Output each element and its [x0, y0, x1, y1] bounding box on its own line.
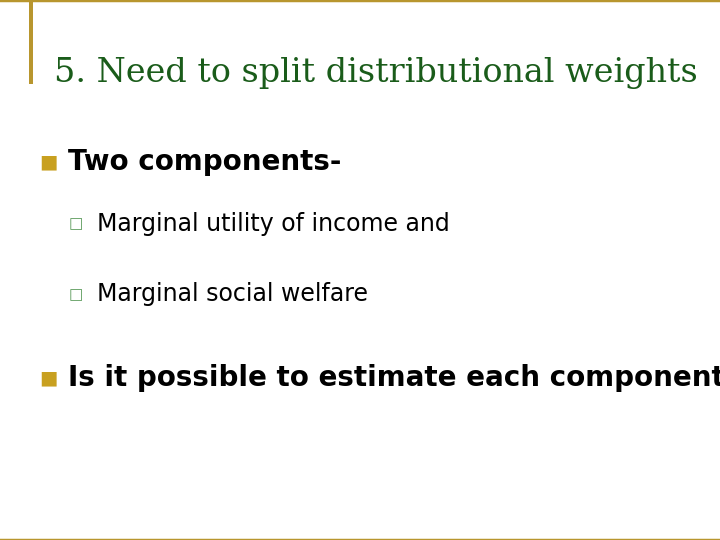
Bar — [29, 0, 33, 84]
Text: Two components-: Two components- — [68, 148, 342, 176]
Text: Is it possible to estimate each component?: Is it possible to estimate each componen… — [68, 364, 720, 392]
Text: □: □ — [68, 287, 83, 302]
Text: □: □ — [68, 217, 83, 232]
Text: Marginal social welfare: Marginal social welfare — [97, 282, 368, 306]
Text: 5. Need to split distributional weights: 5. Need to split distributional weights — [54, 57, 698, 89]
Text: Marginal utility of income and: Marginal utility of income and — [97, 212, 450, 236]
Text: ■: ■ — [40, 152, 58, 172]
Text: ■: ■ — [40, 368, 58, 388]
